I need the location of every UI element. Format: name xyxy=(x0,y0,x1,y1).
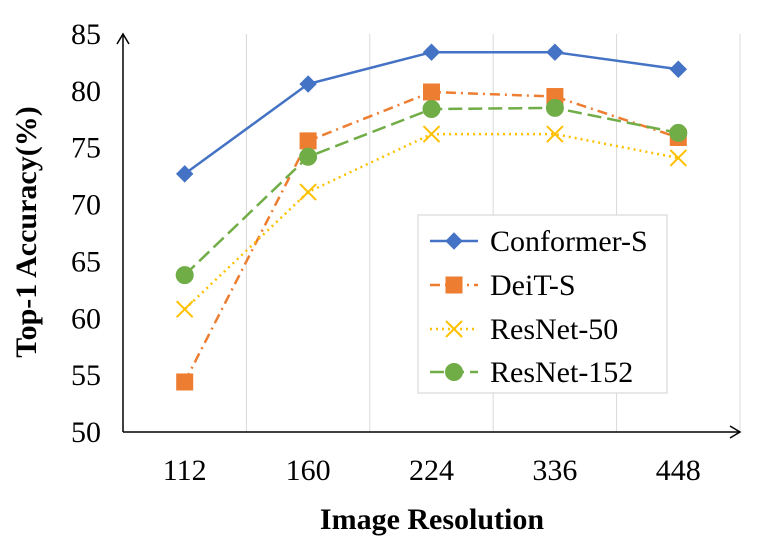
data-point-conformer-s xyxy=(669,60,688,78)
x-axis-title: Image Resolution xyxy=(320,503,544,536)
legend-marker xyxy=(445,232,463,250)
y-axis-title: Top-1 Accuracy(%) xyxy=(10,106,43,357)
x-axis-arrow xyxy=(729,425,742,439)
x-tick-label: 336 xyxy=(532,454,577,487)
axes xyxy=(116,32,742,439)
y-tick-label: 70 xyxy=(71,189,101,222)
y-tick-label: 75 xyxy=(71,132,101,165)
series-resnet-50 xyxy=(175,125,688,318)
x-tick-label: 448 xyxy=(656,454,701,487)
series-conformer-s xyxy=(175,43,688,183)
data-point-conformer-s xyxy=(422,43,441,61)
x-tick-label: 112 xyxy=(163,454,207,487)
data-point-resnet-50 xyxy=(299,183,317,201)
data-point-resnet-152 xyxy=(299,147,318,166)
x-tick-label: 224 xyxy=(409,454,454,487)
data-point-resnet-50 xyxy=(669,149,688,167)
data-point-resnet-50 xyxy=(422,125,441,143)
data-point-conformer-s xyxy=(546,43,564,61)
series-resnet-152 xyxy=(175,98,688,285)
legend-label: DeiT-S xyxy=(490,269,576,302)
data-point-resnet-50 xyxy=(175,300,194,318)
x-tick-label: 160 xyxy=(286,454,331,487)
data-point-conformer-s xyxy=(299,75,317,93)
legend-item-resnet-50: ResNet-50 xyxy=(430,313,618,346)
data-point-deit-s xyxy=(423,83,440,101)
y-tick-label: 55 xyxy=(71,359,101,392)
legend-item-conformer-s: Conformer-S xyxy=(430,225,648,258)
x-tick-labels: 112 160 224 336 448 xyxy=(163,454,701,487)
y-tick-label: 80 xyxy=(71,75,101,108)
legend-label: Conformer-S xyxy=(490,225,648,258)
y-tick-label: 65 xyxy=(71,245,101,278)
legend-box xyxy=(417,214,668,394)
data-point-resnet-152 xyxy=(669,123,688,142)
y-tick-label: 60 xyxy=(71,302,101,335)
legend-marker xyxy=(445,320,463,338)
legend-marker xyxy=(445,363,463,381)
data-point-conformer-s xyxy=(175,165,194,183)
y-axis-arrow xyxy=(116,32,130,45)
legend-label: ResNet-50 xyxy=(490,313,618,346)
legend-item-deit-s: DeiT-S xyxy=(430,269,576,302)
data-point-deit-s xyxy=(299,132,317,150)
y-tick-label: 85 xyxy=(71,18,101,51)
y-tick-label: 50 xyxy=(71,416,101,449)
data-point-resnet-50 xyxy=(546,125,564,143)
legend-item-resnet-152: ResNet-152 xyxy=(430,356,633,389)
data-point-resnet-152 xyxy=(545,98,564,117)
legend-marker xyxy=(445,276,463,294)
y-tick-labels: 50 55 60 65 70 75 80 85 xyxy=(71,18,101,449)
data-point-resnet-152 xyxy=(175,266,194,285)
series-group xyxy=(175,43,688,391)
legend: Conformer-S DeiT-S ResNet-50 ResNet-152 xyxy=(417,214,668,394)
legend-label: ResNet-152 xyxy=(490,356,633,389)
data-point-resnet-152 xyxy=(422,100,441,119)
data-point-deit-s xyxy=(176,373,194,391)
